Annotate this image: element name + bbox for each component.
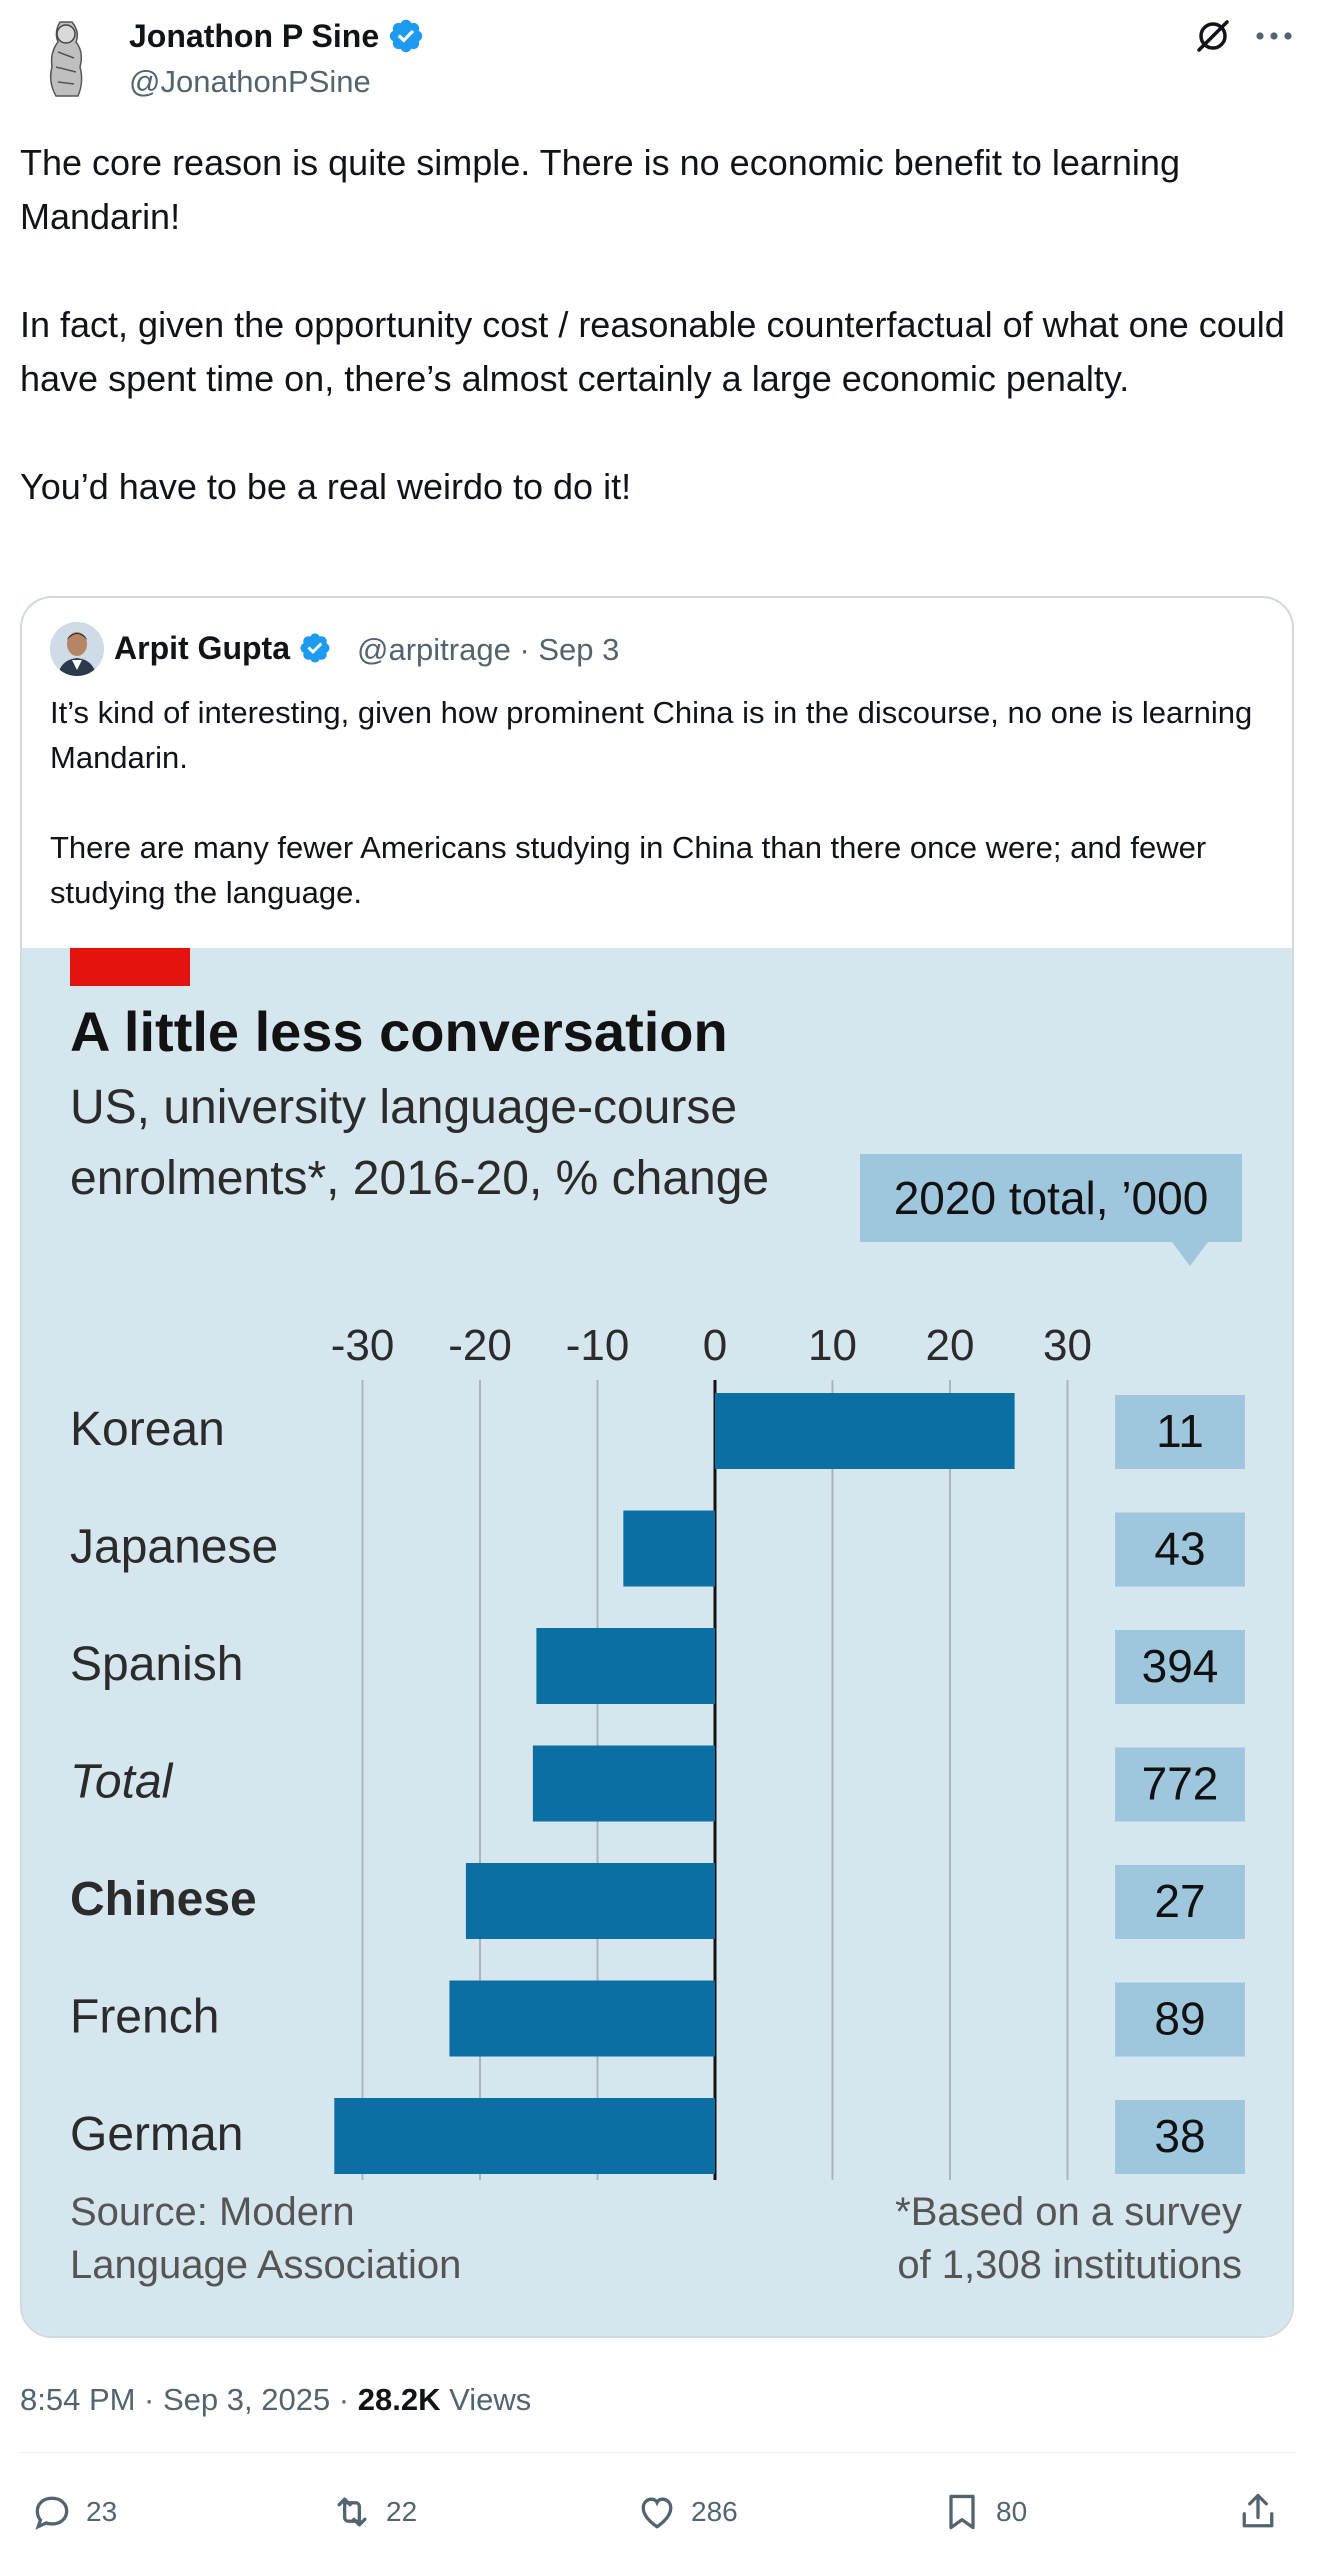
category-label: French (70, 1991, 219, 2044)
divider (20, 2452, 1296, 2453)
tweet-timestamp[interactable]: 8:54 PM · Sep 3, 2025 · 28.2K Views (20, 2378, 531, 2422)
quote-handle-date[interactable]: @arpitrage · Sep 3 (357, 632, 620, 667)
grok-icon[interactable] (1193, 16, 1233, 56)
tweet-time[interactable]: 8:54 PM · Sep 3, 2025 · (20, 2382, 358, 2417)
retweet-icon (337, 2497, 367, 2527)
total-box (1115, 1982, 1245, 2057)
quote-paragraph: There are many fewer Americans studying … (50, 830, 1207, 910)
total-box (1115, 2100, 1245, 2174)
total-value: 772 (1142, 1758, 1219, 1810)
verified-badge-icon (300, 633, 330, 663)
total-value: 43 (1154, 1523, 1205, 1575)
like-count: 286 (691, 2496, 738, 2527)
action-bar: 23 22 286 80 (0, 2470, 1317, 2550)
bar-spanish (536, 1628, 715, 1704)
bar-korean (715, 1393, 1015, 1469)
retweet-button[interactable]: 22 (330, 2488, 417, 2536)
quote-author-name-text[interactable]: Arpit Gupta (114, 630, 290, 666)
total-value: 89 (1154, 1993, 1205, 2045)
total-box (1115, 1630, 1245, 1704)
views-label: Views (440, 2382, 532, 2417)
reply-icon (35, 2496, 69, 2530)
x-tick-label: 10 (808, 1321, 857, 1370)
category-label: Total (70, 1756, 174, 1809)
total-box (1115, 1865, 1245, 1939)
note-line2: of 1,308 institutions (897, 2243, 1242, 2287)
x-tick-label: -10 (566, 1321, 630, 1370)
share-button[interactable] (1236, 2488, 1280, 2536)
bookmark-button[interactable]: 80 (940, 2488, 1027, 2536)
category-label: German (70, 2108, 243, 2161)
author-name-text[interactable]: Jonathon P Sine (129, 18, 380, 54)
total-value: 11 (1156, 1405, 1204, 1457)
totals-header-pointer (1172, 1242, 1208, 1266)
totals-header-box (860, 1154, 1242, 1242)
heart-icon (641, 2497, 673, 2529)
bar-total (532, 1745, 715, 1822)
reply-button[interactable]: 23 (30, 2488, 117, 2536)
tweet-body: The core reason is quite simple. There i… (20, 136, 1300, 514)
bar-japanese (623, 1510, 715, 1587)
chart-svg: A little less conversation US, universit… (70, 948, 1245, 2287)
chart-title: A little less conversation (70, 1000, 728, 1063)
bar-german (334, 2098, 715, 2174)
quote-body: It’s kind of interesting, given how prom… (50, 690, 1260, 915)
totals-header-label: 2020 total, ’000 (894, 1172, 1209, 1224)
like-button[interactable]: 286 (635, 2488, 738, 2536)
chart-subtitle-line1: US, university language-course (70, 1081, 737, 1134)
category-label: Spanish (70, 1638, 243, 1691)
tweet-header: Jonathon P Sine @JonathonPSine (0, 0, 1317, 110)
total-value: 27 (1154, 1875, 1205, 1927)
source-line1: Source: Modern (70, 2190, 355, 2234)
x-tick-label: -20 (448, 1321, 512, 1370)
source-line2: Language Association (70, 2243, 461, 2287)
quoted-tweet[interactable]: Arpit Gupta @arpitrage · Sep 3 It’s kind… (20, 596, 1294, 2338)
quote-author-name[interactable]: Arpit Gupta (114, 626, 332, 670)
more-icon[interactable] (1252, 18, 1296, 54)
quote-paragraph: It’s kind of interesting, given how prom… (50, 695, 1253, 775)
category-label: Korean (70, 1403, 225, 1456)
bookmark-count: 80 (996, 2496, 1028, 2527)
bar-chinese (465, 1863, 715, 1939)
chart-image[interactable]: A little less conversation US, universit… (22, 948, 1292, 2336)
category-label: Chinese (70, 1873, 257, 1926)
tweet-paragraph: In fact, given the opportunity cost / re… (20, 304, 1285, 399)
chart-subtitle-line2: enrolments*, 2016-20, % change (70, 1152, 769, 1205)
note-line1: *Based on a survey (895, 2190, 1242, 2234)
tweet-paragraph: You’d have to be a real weirdo to do it! (20, 466, 632, 507)
x-tick-label: -30 (331, 1321, 395, 1370)
tweet-paragraph: The core reason is quite simple. There i… (20, 142, 1180, 237)
x-tick-label: 20 (926, 1321, 975, 1370)
total-box (1115, 1747, 1245, 1822)
verified-badge-icon (389, 19, 423, 53)
total-value: 394 (1142, 1640, 1219, 1692)
share-icon (1242, 2493, 1274, 2528)
reply-count: 23 (86, 2496, 118, 2527)
total-box (1115, 1512, 1245, 1587)
views-count: 28.2K (357, 2382, 441, 2417)
bookmark-icon (949, 2494, 975, 2530)
quote-author-avatar[interactable] (50, 622, 104, 676)
category-label: Japanese (70, 1521, 278, 1574)
author-avatar[interactable] (30, 12, 102, 102)
accent-bar (70, 948, 190, 986)
x-tick-label: 0 (703, 1321, 727, 1370)
x-tick-label: 30 (1043, 1321, 1092, 1370)
total-box (1115, 1395, 1245, 1469)
author-handle[interactable]: @JonathonPSine (129, 64, 371, 99)
total-value: 38 (1154, 2110, 1205, 2162)
author-name[interactable]: Jonathon P Sine (129, 14, 425, 58)
bar-french (449, 1980, 715, 2057)
retweet-count: 22 (386, 2496, 418, 2527)
